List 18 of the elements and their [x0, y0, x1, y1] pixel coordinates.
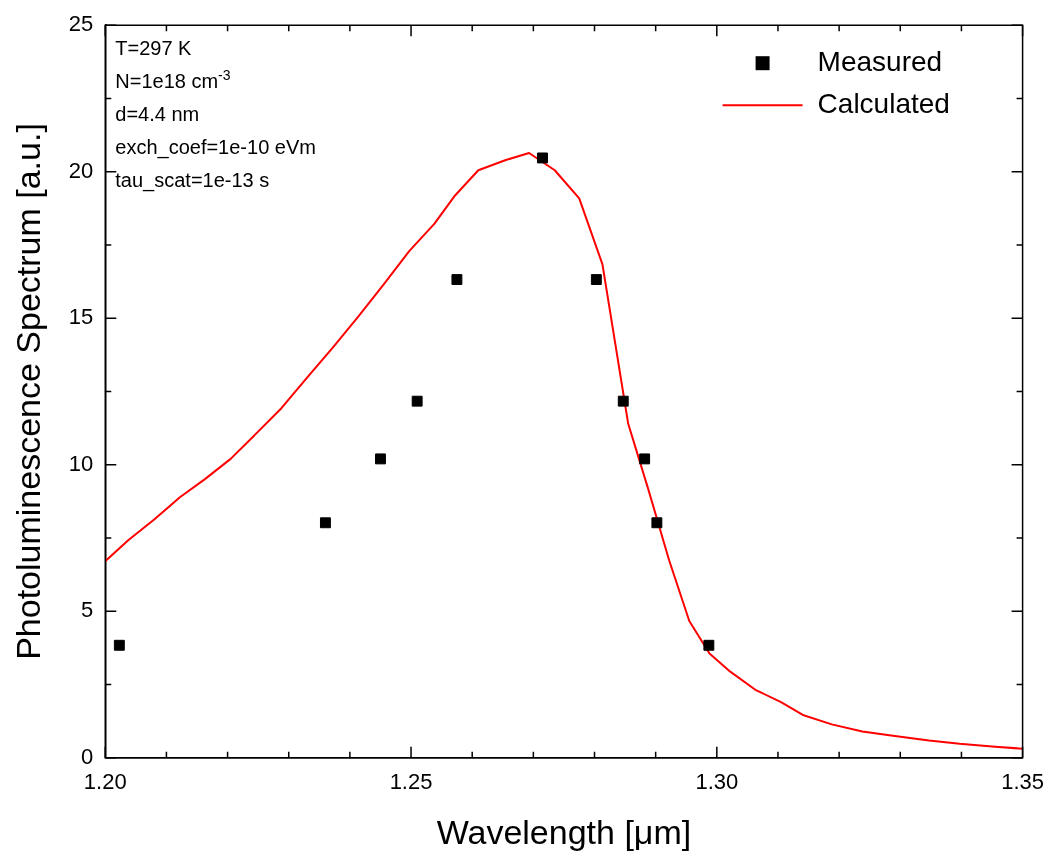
annotation: exch_coef=1e-10 eVm	[115, 136, 316, 160]
y-axis-title: Photoluminescence Spectrum [a.u.]	[8, 123, 47, 660]
legend-label: Calculated	[817, 87, 950, 119]
annotation: T=297 K	[115, 37, 193, 60]
y-tick-label: 5	[81, 597, 94, 623]
legend-label: Measured	[817, 45, 943, 77]
x-tick-label: 1.25	[389, 769, 433, 795]
annotation: d=4.4 nm	[115, 103, 200, 126]
y-tick-label: 0	[81, 743, 94, 769]
x-axis-title: Wavelength [μm]	[436, 812, 692, 851]
x-tick-label: 1.35	[1001, 769, 1044, 795]
y-tick-label: 15	[68, 304, 94, 330]
x-tick-label: 1.20	[83, 769, 127, 795]
y-tick-label: 25	[68, 11, 94, 37]
annotation: tau_scat=1e-13 s	[115, 169, 270, 193]
y-tick-label: 10	[68, 450, 94, 476]
y-tick-label: 20	[68, 157, 94, 183]
x-tick-label: 1.30	[695, 769, 739, 795]
